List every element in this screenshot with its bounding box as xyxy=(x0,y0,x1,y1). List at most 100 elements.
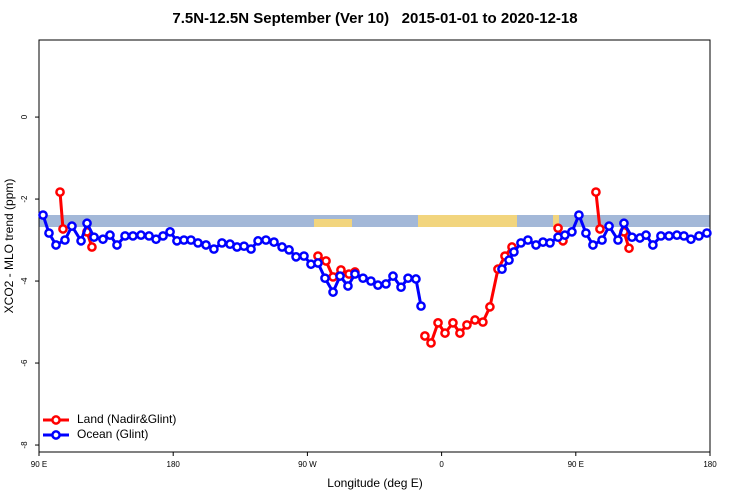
point xyxy=(350,269,360,279)
land-strip xyxy=(553,215,559,227)
point xyxy=(299,251,309,261)
point xyxy=(411,274,421,284)
point xyxy=(641,230,651,240)
legend-marker xyxy=(51,415,61,425)
point xyxy=(567,227,577,237)
point xyxy=(440,328,450,338)
point xyxy=(335,271,345,281)
point xyxy=(358,273,368,284)
point xyxy=(604,221,614,231)
point xyxy=(619,218,629,229)
point xyxy=(591,187,601,197)
point xyxy=(60,235,70,245)
point xyxy=(485,302,495,312)
point xyxy=(403,273,413,284)
point xyxy=(366,276,376,286)
point xyxy=(553,223,563,234)
point xyxy=(284,245,294,255)
point xyxy=(595,224,605,234)
point xyxy=(76,236,86,246)
point xyxy=(269,237,279,247)
point xyxy=(291,252,301,262)
point xyxy=(648,240,658,250)
point xyxy=(581,228,591,238)
point xyxy=(448,318,458,328)
point xyxy=(702,228,712,238)
ocean-strip xyxy=(39,215,710,227)
point xyxy=(217,238,227,248)
point xyxy=(38,210,48,220)
point xyxy=(55,187,65,197)
y-axis-label: XCO2 - MLO trend (ppm) xyxy=(2,179,16,314)
point xyxy=(158,231,168,241)
point xyxy=(313,258,323,268)
point xyxy=(209,244,219,254)
point xyxy=(246,244,256,254)
point xyxy=(253,236,263,246)
point xyxy=(388,271,398,281)
point xyxy=(597,235,607,245)
legend-marker xyxy=(51,430,61,440)
point xyxy=(574,210,584,220)
point xyxy=(98,234,108,245)
point xyxy=(381,279,391,289)
chart-title: 7.5N-12.5N September (Ver 10) 2015-01-01… xyxy=(172,10,577,27)
point xyxy=(321,256,331,266)
point xyxy=(44,228,54,238)
point xyxy=(664,231,674,241)
point xyxy=(624,243,634,254)
y-tick-label: -2 xyxy=(20,195,29,203)
point xyxy=(416,301,426,311)
point xyxy=(613,235,623,245)
point xyxy=(497,264,507,275)
point xyxy=(82,218,92,229)
point xyxy=(136,230,146,240)
point xyxy=(433,318,443,328)
point xyxy=(201,240,211,250)
y-tick-label: -8 xyxy=(20,441,29,449)
point xyxy=(328,287,338,297)
x-tick-label: 180 xyxy=(167,460,181,469)
point xyxy=(588,240,598,250)
point xyxy=(470,315,480,325)
point xyxy=(165,227,175,237)
point xyxy=(373,280,383,291)
point xyxy=(67,221,77,231)
plot-frame xyxy=(38,39,711,453)
y-tick-label: -6 xyxy=(20,359,29,367)
point xyxy=(523,235,533,245)
x-tick-label: 90 E xyxy=(31,460,47,469)
legend-label: Land (Nadir&Glint) xyxy=(77,412,176,426)
point xyxy=(105,230,115,240)
land-strip xyxy=(314,219,352,227)
point xyxy=(128,231,138,241)
y-tick-label: -4 xyxy=(20,277,29,285)
point xyxy=(509,247,519,257)
point xyxy=(261,235,271,245)
point xyxy=(504,255,514,265)
point xyxy=(193,238,203,248)
point xyxy=(51,240,61,250)
point xyxy=(545,238,555,248)
x-tick-label: 90 W xyxy=(298,460,317,469)
point xyxy=(89,232,99,243)
land-mask xyxy=(39,215,710,227)
point xyxy=(343,281,353,291)
point xyxy=(420,331,430,341)
point xyxy=(686,234,696,245)
x-tick-label: 0 xyxy=(439,460,444,469)
point xyxy=(426,338,436,348)
y-tick-label: 0 xyxy=(20,114,29,119)
point xyxy=(462,320,472,330)
point xyxy=(320,273,330,284)
point xyxy=(627,232,637,243)
point xyxy=(112,240,122,250)
point xyxy=(396,282,406,293)
x-tick-label: 90 E xyxy=(568,460,584,469)
point xyxy=(455,328,465,338)
x-tick-label: 180 xyxy=(703,460,717,469)
land-strip xyxy=(418,215,517,227)
point xyxy=(120,231,130,241)
point xyxy=(478,317,488,327)
